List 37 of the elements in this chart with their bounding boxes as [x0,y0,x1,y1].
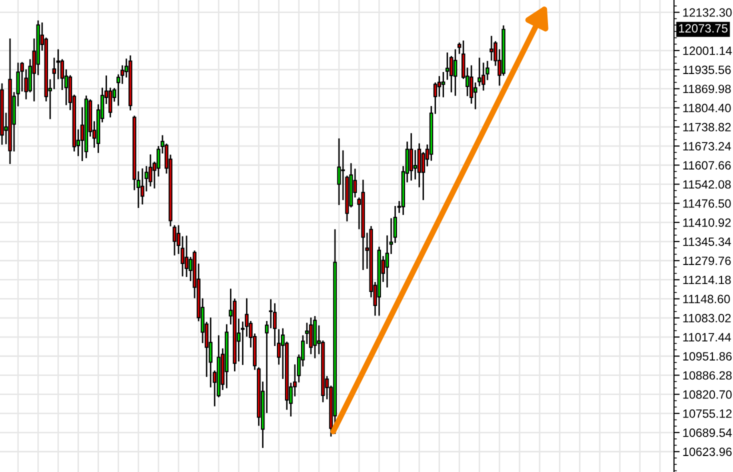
y-tick-label: 10623.96 [683,448,732,456]
y-tick-label: 11476.50 [683,199,731,208]
candlestick [140,168,144,204]
candlestick [453,49,458,96]
y-tick-label: 10755.12 [683,409,732,418]
candlestick [172,225,176,256]
y-tick-label: 11869.98 [683,84,731,94]
y-tick-label: 10951.86 [683,352,732,361]
y-tick-label: 11279.76 [683,256,731,266]
y-tick-label: 11935.56 [683,66,731,74]
candlestick [337,138,341,206]
candlestick [413,150,418,180]
candlestick [409,133,414,181]
y-tick-label: 11017.44 [683,333,731,342]
candlestick [441,72,446,98]
candlestick [445,52,450,80]
y-tick-label: 12132.30 [683,8,732,17]
y-tick-label: 11673.24 [683,142,731,150]
candlestick [490,36,494,61]
y-tick-label: 10886.28 [683,371,732,380]
candlestick [478,58,482,86]
y-tick-label: 11542.08 [683,180,731,189]
y-tick-label: 11214.18 [683,276,731,284]
y-tick-label: 11148.60 [683,294,730,304]
candlestick [309,318,313,354]
y-tick-label: 10689.54 [683,428,732,437]
candlestick [184,236,188,277]
candlestick [208,318,212,388]
y-tick-label: 11410.92 [683,218,731,227]
y-tick-label: 11607.66 [683,161,731,170]
y-tick-label: 10820.70 [683,390,732,399]
text: 12073.75 [679,24,728,33]
y-tick-label: 11083.02 [683,314,731,322]
y-tick-label: 11738.82 [683,122,731,132]
y-tick-label: 12001.14 [683,46,732,55]
y-tick-label: 11345.34 [683,238,731,246]
y-tick-label: 11804.40 [683,104,731,112]
